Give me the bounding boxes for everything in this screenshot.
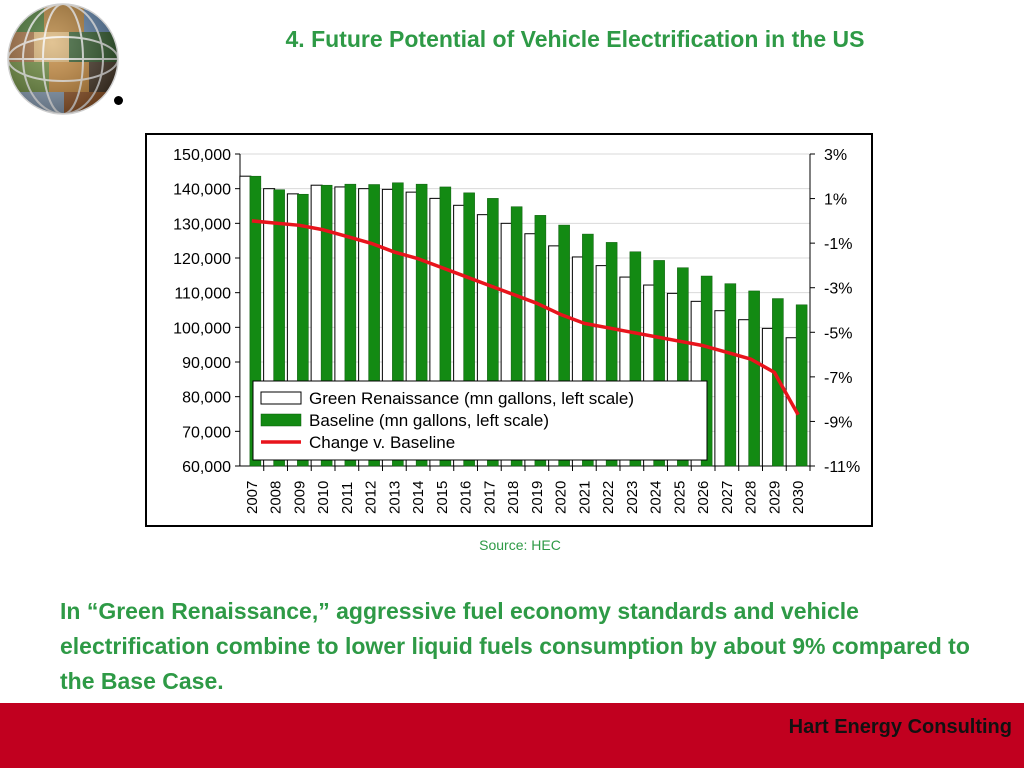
y-left-tick-label: 90,000	[182, 355, 231, 372]
y-right-tick-label: 3%	[824, 147, 847, 164]
bar-baseline	[344, 183, 357, 467]
x-tick-label: 2021	[576, 481, 593, 514]
bar-green-renaissance	[738, 319, 751, 467]
bar-baseline	[534, 215, 547, 467]
x-tick-label: 2011	[339, 482, 356, 514]
x-tick-label: 2018	[505, 481, 522, 514]
globe-collage-logo-icon	[4, 2, 122, 120]
x-tick-label: 2030	[790, 481, 807, 514]
y-left-tick-label: 150,000	[173, 147, 231, 164]
bar-baseline	[487, 198, 499, 467]
bar-baseline	[795, 304, 808, 467]
x-tick-label: 2016	[458, 481, 475, 514]
x-tick-label: 2026	[695, 481, 712, 514]
legend-label: Green Renaissance (mn gallons, left scal…	[309, 389, 634, 408]
bar-baseline	[748, 290, 760, 467]
y-left-tick-label: 120,000	[173, 251, 231, 268]
bar-baseline	[510, 206, 523, 467]
bar-baseline	[653, 260, 665, 467]
y-left-tick-label: 130,000	[173, 216, 231, 233]
y-right-tick-label: -11%	[824, 459, 860, 476]
x-tick-label: 2015	[434, 481, 451, 514]
y-left-tick-label: 140,000	[173, 182, 231, 199]
bar-baseline	[677, 267, 689, 467]
bar-baseline	[629, 251, 642, 467]
bar-baseline	[273, 189, 285, 467]
y-right-tick-label: -3%	[824, 281, 852, 298]
y-left-tick-label: 100,000	[173, 320, 231, 337]
bar-baseline	[582, 233, 594, 467]
bar-baseline	[605, 242, 618, 467]
x-tick-label: 2007	[244, 481, 261, 514]
x-tick-label: 2019	[529, 481, 546, 514]
legend-swatch-baseline	[260, 413, 302, 427]
x-tick-label: 2009	[291, 481, 308, 514]
legend-label: Baseline (mn gallons, left scale)	[309, 411, 549, 430]
bar-baseline	[249, 175, 262, 467]
bar-baseline	[558, 224, 570, 467]
bar-green-renaissance	[714, 310, 727, 467]
y-left-tick-label: 60,000	[182, 459, 231, 476]
x-tick-label: 2013	[386, 481, 403, 514]
x-tick-label: 2012	[363, 481, 380, 514]
legend-swatch-green-renaissance	[260, 391, 302, 405]
bar-baseline	[772, 298, 784, 467]
footer-brand: Hart Energy Consulting	[788, 716, 1012, 738]
x-tick-label: 2008	[268, 481, 285, 514]
bar-green-renaissance	[761, 327, 774, 467]
bar-baseline	[724, 283, 737, 467]
y-left-tick-label: 80,000	[182, 390, 231, 407]
legend-box	[252, 380, 708, 461]
bullet-dot-icon	[114, 96, 123, 105]
x-tick-label: 2022	[600, 481, 617, 514]
x-tick-label: 2017	[481, 481, 498, 514]
bar-baseline	[463, 192, 475, 467]
y-right-tick-label: -9%	[824, 414, 852, 431]
x-tick-label: 2024	[648, 481, 665, 514]
legend-label: Change v. Baseline	[309, 433, 455, 452]
y-right-tick-label: -5%	[824, 325, 852, 342]
chart-source: Source: HEC	[479, 537, 561, 553]
y-right-tick-label: 1%	[824, 192, 847, 209]
bar-baseline	[320, 184, 333, 467]
x-tick-label: 2025	[671, 481, 688, 514]
x-tick-label: 2020	[553, 481, 570, 514]
bar-baseline	[297, 193, 309, 467]
bar-baseline	[439, 186, 452, 467]
footer-bar	[0, 703, 1024, 768]
bar-baseline	[368, 184, 380, 467]
y-left-tick-label: 70,000	[182, 424, 231, 441]
chart-frame: 150,000 140,000 130,000 120,000 110,000 100,0…	[145, 133, 873, 527]
x-tick-label: 2028	[743, 481, 760, 514]
y-right-tick-label: -7%	[824, 370, 852, 387]
line-change-v-baseline	[251, 219, 800, 416]
bar-baseline	[415, 183, 428, 467]
x-tick-label: 2029	[766, 481, 783, 514]
x-tick-label: 2027	[719, 481, 736, 514]
body-paragraph: In “Green Renaissance,” aggressive fuel …	[60, 598, 970, 694]
bar-baseline	[392, 182, 404, 467]
y-right-tick-label: -1%	[824, 236, 852, 253]
y-left-tick-label: 110,000	[174, 286, 231, 303]
bar-green-renaissance	[239, 175, 252, 467]
x-tick-label: 2010	[315, 481, 332, 514]
chart: 150,000 140,000 130,000 120,000 110,000 100,0…	[173, 147, 860, 514]
x-tick-label: 2014	[410, 481, 427, 514]
bar-baseline	[700, 275, 713, 467]
x-tick-label: 2023	[624, 481, 641, 514]
slide-title: 4. Future Potential of Vehicle Electrifi…	[285, 26, 865, 52]
